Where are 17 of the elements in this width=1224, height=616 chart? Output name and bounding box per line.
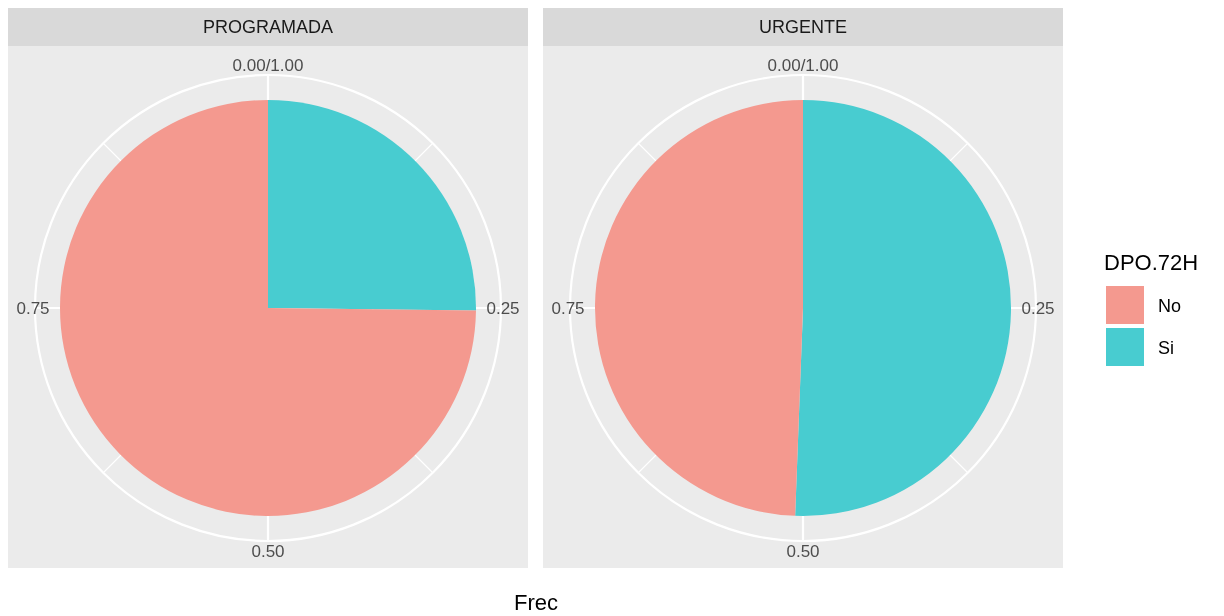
legend-label: No xyxy=(1158,296,1182,316)
pie-slice xyxy=(60,100,476,516)
text: 0.75 xyxy=(16,298,50,318)
chart-title: URGENTE xyxy=(758,17,848,37)
text: 0.25 xyxy=(486,298,520,318)
text: 0.50 xyxy=(786,541,820,561)
text: Frec xyxy=(514,590,558,615)
text: 0.00/1.00 xyxy=(767,55,839,75)
chart-title: PROGRAMADA xyxy=(202,17,334,37)
legend-title: DPO.72H xyxy=(1104,250,1199,275)
legend-label: Si xyxy=(1158,338,1175,358)
pie-slice xyxy=(595,100,803,516)
text: 0.00/1.00 xyxy=(232,55,304,75)
text: 0.75 xyxy=(551,298,585,318)
text: 0.25 xyxy=(1021,298,1055,318)
pie-slice xyxy=(795,100,1011,516)
text: 0.50 xyxy=(251,541,285,561)
